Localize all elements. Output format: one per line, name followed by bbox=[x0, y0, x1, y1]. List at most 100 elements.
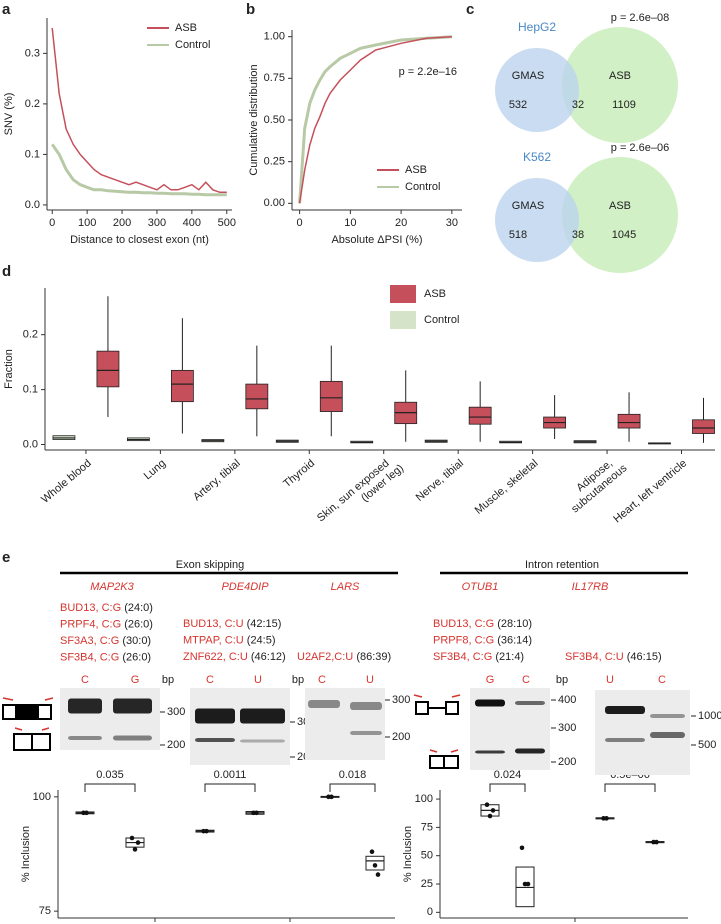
panel-label: a bbox=[2, 1, 11, 18]
x-tick-label: 500 bbox=[218, 217, 236, 229]
set-label: GMAS bbox=[512, 70, 544, 82]
rbp-line: SF3B4, C:U (46:15) bbox=[565, 651, 662, 663]
y-tick-label: 0.50 bbox=[264, 114, 285, 126]
p-value: p = 2.6e–06 bbox=[611, 142, 669, 154]
venn-count: 532 bbox=[509, 99, 527, 111]
legend-label: ASB bbox=[175, 22, 197, 34]
set-label: GMAS bbox=[512, 200, 544, 212]
gel bbox=[60, 688, 160, 750]
gel-band bbox=[240, 708, 285, 724]
lane-label: U bbox=[366, 674, 374, 686]
gel-band bbox=[605, 706, 645, 714]
point bbox=[204, 828, 209, 834]
panel-label: c bbox=[466, 1, 474, 18]
y-axis-label: Fraction bbox=[3, 349, 15, 389]
size-label: 300 bbox=[558, 722, 576, 734]
x-tick-label: 300 bbox=[148, 217, 166, 229]
rbp-line: SF3B4, C:G (26:0) bbox=[60, 651, 151, 663]
y-axis-label: Cumulative distribution bbox=[248, 64, 260, 175]
bracket bbox=[489, 783, 526, 792]
rbp-counts: (30:0) bbox=[122, 635, 151, 647]
rbp-name: SF3B4, C:G bbox=[433, 651, 492, 663]
x-tick-label: Thyroid bbox=[281, 457, 317, 490]
bracket bbox=[604, 783, 656, 792]
point bbox=[254, 810, 259, 816]
point bbox=[654, 839, 659, 845]
gene-name: PDE4DIP bbox=[221, 581, 269, 593]
gel-band bbox=[515, 701, 545, 705]
size-label: 1000 bbox=[698, 710, 721, 722]
y-tick-label: 0.2 bbox=[23, 329, 38, 341]
y-tick-label: 1.00 bbox=[264, 31, 285, 43]
x-tick-label: 200 bbox=[113, 217, 131, 229]
x-axis-label: Absolute ΔPSI (%) bbox=[331, 234, 422, 246]
annotation: p = 2.2e–16 bbox=[399, 66, 457, 78]
venn-count: 1109 bbox=[612, 99, 636, 111]
y-tick-label: 0.3 bbox=[25, 47, 40, 59]
y-tick-label: 0.75 bbox=[264, 72, 285, 84]
gene-name: IL17RB bbox=[572, 581, 609, 593]
venn-count: 32 bbox=[572, 99, 584, 111]
rbp-counts: (46:12) bbox=[251, 651, 286, 663]
x-tick-label: 30 bbox=[446, 217, 458, 229]
venn-circle bbox=[495, 178, 579, 262]
rbp-counts: (42:15) bbox=[247, 618, 282, 630]
y-tick-label: 50 bbox=[421, 850, 433, 862]
series-line bbox=[298, 35, 452, 204]
bracket bbox=[329, 783, 376, 792]
unit-label: bp bbox=[556, 674, 568, 686]
rbp-line: BUD13, C:G (28:10) bbox=[433, 618, 532, 630]
rbp-line: PRPF4, C:G (26:0) bbox=[60, 618, 153, 630]
p-value: 0.024 bbox=[494, 769, 522, 781]
x-tick-label: 400 bbox=[183, 217, 201, 229]
section-title: Intron retention bbox=[525, 559, 599, 571]
y-tick-label: 0.2 bbox=[25, 98, 40, 110]
rbp-name: U2AF2,C:U bbox=[297, 651, 353, 663]
y-tick-label: 0.0 bbox=[25, 199, 40, 211]
box bbox=[692, 419, 715, 434]
legend-label: ASB bbox=[405, 164, 427, 176]
point bbox=[519, 845, 525, 851]
gene-name: LARS bbox=[331, 581, 360, 593]
gel-band bbox=[240, 739, 285, 743]
x-tick-label: Skin, sun exposed(lower leg) bbox=[315, 452, 406, 534]
rbp-counts: (26:0) bbox=[124, 618, 153, 630]
gel-band bbox=[515, 748, 545, 754]
bracket bbox=[84, 783, 136, 792]
series-line bbox=[51, 28, 227, 194]
rbp-name: BUD13, C:G bbox=[60, 602, 121, 614]
legend-swatch bbox=[390, 285, 416, 303]
point bbox=[490, 808, 496, 813]
panel-label: e bbox=[2, 549, 10, 566]
cell-line: HepG2 bbox=[518, 20, 556, 34]
rbp-counts: (28:10) bbox=[497, 618, 532, 630]
p-value: 0.018 bbox=[339, 769, 367, 781]
gel-band bbox=[475, 750, 505, 754]
x-axis-label: Distance to closest exon (nt) bbox=[70, 234, 209, 246]
x-tick-label: Whole blood bbox=[39, 457, 94, 506]
lane-label: C bbox=[522, 674, 530, 686]
rbp-name: PRPF8, C:G bbox=[433, 634, 494, 646]
rbp-counts: (26:0) bbox=[122, 651, 151, 663]
rbp-counts: (46:15) bbox=[627, 651, 662, 663]
axis-ticks bbox=[154, 918, 576, 922]
lane-label: G bbox=[131, 674, 140, 686]
legend-label: Control bbox=[405, 181, 440, 193]
rbp-line: SF3B4, C:G (21:4) bbox=[433, 651, 524, 663]
legend-label: ASB bbox=[424, 288, 446, 300]
point bbox=[375, 872, 381, 877]
box bbox=[468, 406, 492, 425]
section-title: Exon skipping bbox=[176, 559, 245, 571]
rbp-line: PRPF8, C:G (36:14) bbox=[433, 634, 532, 646]
gel-band bbox=[68, 736, 102, 740]
exon-schematic bbox=[2, 697, 54, 751]
p-value: 0.035 bbox=[96, 769, 124, 781]
size-label: 200 bbox=[167, 739, 185, 751]
p-value: p = 2.6e–08 bbox=[611, 12, 669, 24]
lane-label: C bbox=[658, 674, 666, 686]
point bbox=[525, 881, 531, 887]
rbp-name: ZNF622, C:U bbox=[183, 651, 248, 663]
rbp-counts: (24:0) bbox=[124, 602, 153, 614]
p-value: 0.0011 bbox=[214, 769, 247, 781]
